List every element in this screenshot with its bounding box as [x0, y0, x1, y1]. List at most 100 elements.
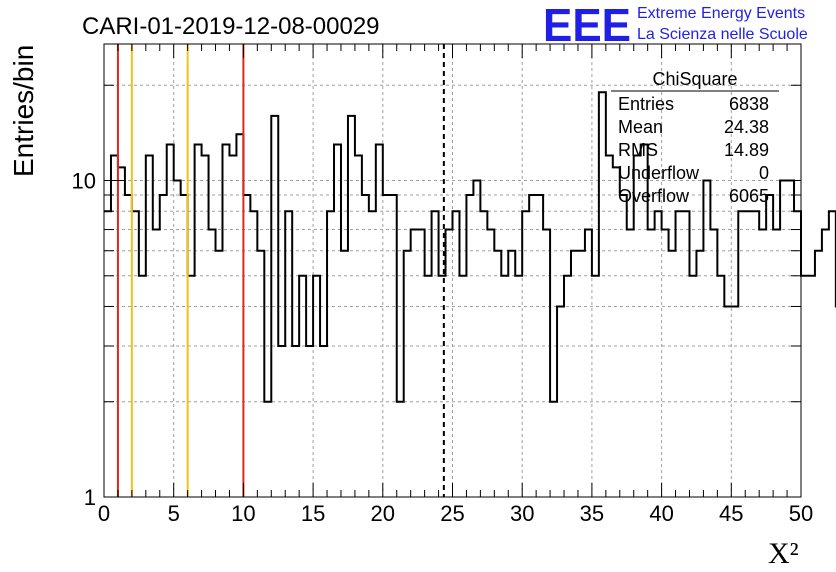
histogram-bin: [578, 251, 585, 497]
histogram-bin: [787, 181, 794, 497]
stat-label: Overflow: [618, 186, 690, 206]
histogram-bin: [599, 92, 606, 497]
histogram-bin: [808, 276, 815, 497]
histogram-bin: [313, 276, 320, 497]
eee-logo-text: EEE: [543, 0, 631, 51]
histogram-bin: [613, 167, 620, 497]
histogram-bin: [752, 211, 759, 497]
x-tick-label: 25: [440, 501, 464, 526]
stats-title: ChiSquare: [652, 69, 737, 89]
histogram-bin: [104, 211, 111, 497]
histogram-bin: [801, 276, 808, 497]
histogram-bin: [662, 230, 669, 497]
histogram-bin: [202, 155, 209, 497]
x-tick-label: 0: [98, 501, 110, 526]
y-tick-label: 10: [72, 169, 96, 194]
histogram-bin: [327, 211, 334, 497]
histogram-bin: [355, 155, 362, 497]
stat-value: 6838: [729, 94, 769, 114]
histogram-bin: [738, 211, 745, 497]
histogram-bin: [550, 402, 557, 497]
x-tick-label: 40: [649, 501, 673, 526]
histogram-bin: [515, 276, 522, 497]
histogram-bin: [683, 211, 690, 497]
histogram-bin: [341, 251, 348, 497]
histogram-bin: [195, 144, 202, 497]
histogram-bin: [139, 276, 146, 497]
histogram-bin: [745, 211, 752, 497]
histogram-bin: [655, 211, 662, 497]
histogram-bin: [453, 211, 460, 497]
histogram-bin: [432, 211, 439, 497]
run-title: CARI-01-2019-12-08-00029: [82, 13, 380, 40]
histogram-bin: [174, 181, 181, 497]
stats-box: ChiSquare Entries 6838 Mean 24.38 RMS 14.89 Un…: [611, 69, 779, 206]
histogram-bin: [759, 230, 766, 497]
histogram-bin: [411, 230, 418, 497]
histogram-bin: [132, 211, 139, 497]
histogram-bin: [264, 402, 271, 497]
stat-value: 14.89: [724, 140, 769, 160]
x-tick-label: 5: [168, 501, 180, 526]
histogram-bin: [676, 211, 683, 497]
histogram-bin: [334, 144, 341, 497]
stat-label: Mean: [618, 117, 663, 137]
x-axis-label: X²: [768, 537, 799, 570]
histogram-bin: [696, 251, 703, 497]
histogram-bin: [494, 251, 501, 497]
stat-label: Underflow: [618, 163, 700, 183]
histogram-bin: [216, 251, 223, 497]
histogram-bin: [487, 230, 494, 497]
histogram-bin: [425, 276, 432, 497]
histogram-bin: [209, 230, 216, 497]
x-tick-label: 50: [789, 501, 813, 526]
eee-logo: EEE Extreme Energy Events La Scienza nel…: [543, 0, 808, 51]
x-tick-label: 20: [371, 501, 395, 526]
histogram-bin: [822, 230, 829, 497]
histogram-bin: [278, 346, 285, 497]
x-tick-labels: 0 5 10 15 20 25 30 35 40 45 50: [98, 501, 813, 526]
y-tick-label: 1: [84, 485, 96, 510]
logo-line-1: Extreme Energy Events: [637, 5, 805, 22]
histogram-bin: [634, 155, 641, 497]
histogram-bin: [473, 181, 480, 497]
histogram-bin: [446, 230, 453, 497]
histogram-bin: [829, 211, 836, 497]
histogram-bin: [369, 211, 376, 497]
histogram-bin: [689, 276, 696, 497]
histogram-bin: [508, 251, 515, 497]
histogram-bin: [188, 276, 195, 497]
stat-value: 6065: [729, 186, 769, 206]
histogram-bin: [397, 402, 404, 497]
histogram-bin: [543, 230, 550, 497]
x-tick-label: 30: [510, 501, 534, 526]
histogram-bin: [592, 276, 599, 497]
histogram-bin: [564, 276, 571, 497]
histogram-bin: [236, 134, 243, 497]
histogram-bin: [418, 230, 425, 497]
histogram-bin: [292, 346, 299, 497]
histogram-bin: [404, 251, 411, 497]
histogram-bin: [306, 346, 313, 497]
histogram-bin: [250, 211, 257, 497]
histogram-bin: [522, 211, 529, 497]
y-tick-labels: 1 10: [72, 169, 96, 510]
stat-value: 0: [759, 163, 769, 183]
histogram-bin: [459, 276, 466, 497]
histogram-bin: [376, 144, 383, 497]
y-axis-label: Entries/bin: [8, 45, 39, 177]
marker-lines: [116, 44, 445, 497]
x-tick-label: 45: [719, 501, 743, 526]
logo-line-2: La Scienza nelle Scuole: [637, 26, 808, 43]
stat-label: Entries: [618, 94, 674, 114]
histogram-bin: [153, 230, 160, 497]
histogram-bin: [606, 155, 613, 497]
histogram-bin: [710, 230, 717, 497]
histogram-bin: [320, 346, 327, 497]
stats-rows: Entries 6838 Mean 24.38 RMS 14.89 Underflow 0 Ov…: [618, 94, 769, 206]
histogram-bin: [585, 230, 592, 497]
stat-label: RMS: [618, 140, 658, 160]
histogram-bin: [815, 251, 822, 497]
x-tick-label: 35: [580, 501, 604, 526]
